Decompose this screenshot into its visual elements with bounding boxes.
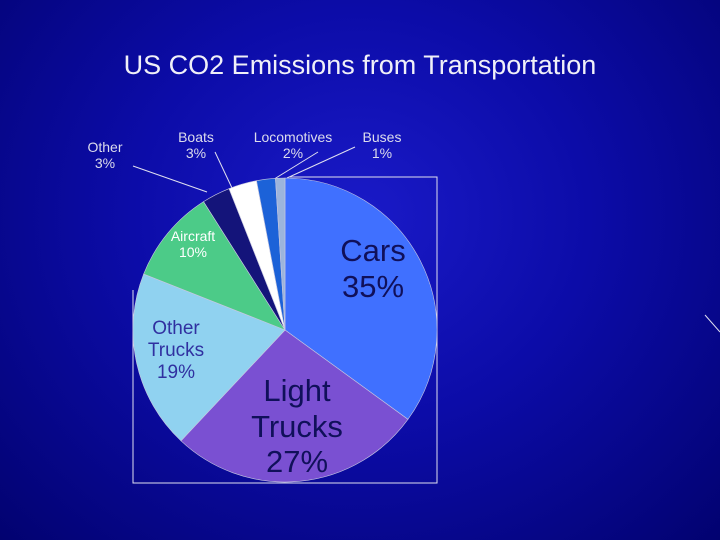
value-label: 3% <box>185 145 207 162</box>
value-label: 35% <box>341 268 405 304</box>
slice-label: Other Trucks 19% <box>126 318 226 384</box>
pie-slice <box>132 273 286 442</box>
category-label: Aircraft <box>170 228 216 244</box>
value-label: 19% <box>156 361 196 383</box>
slice-label: Buses 1% <box>352 129 412 161</box>
decoration <box>704 314 720 333</box>
value-label: 3% <box>94 155 116 172</box>
slice-label: Locomotives 2% <box>238 129 348 161</box>
category-label: Cars <box>340 233 406 268</box>
value-label: 2% <box>282 145 304 162</box>
slice-label: Other 3% <box>75 139 135 171</box>
category-label: Other <box>87 139 123 155</box>
pie-slice <box>284 177 438 420</box>
leader-line <box>214 151 233 189</box>
category-label: Other Trucks <box>147 318 205 361</box>
pie-slice <box>180 329 409 483</box>
pie-slice <box>143 201 286 331</box>
leader-line <box>270 151 319 182</box>
slice-label: Aircraft 10% <box>148 228 238 260</box>
category-label: Locomotives <box>253 129 333 145</box>
value-label: 10% <box>178 244 208 261</box>
slice-label: Cars 35% <box>313 233 433 304</box>
leader-line <box>132 165 208 193</box>
slice-label: Boats 3% <box>166 129 226 161</box>
value-label: 1% <box>371 145 393 162</box>
slice-label: Light Trucks 27% <box>227 373 367 480</box>
pie-slice <box>275 177 286 331</box>
plot-frame <box>132 176 438 484</box>
category-label: Buses <box>362 129 402 145</box>
value-label: 27% <box>265 444 329 480</box>
category-label: Light Trucks <box>251 373 343 444</box>
chart-title: US CO2 Emissions from Transportation <box>123 50 597 80</box>
category-label: Boats <box>178 129 214 145</box>
leader-line <box>286 146 356 179</box>
